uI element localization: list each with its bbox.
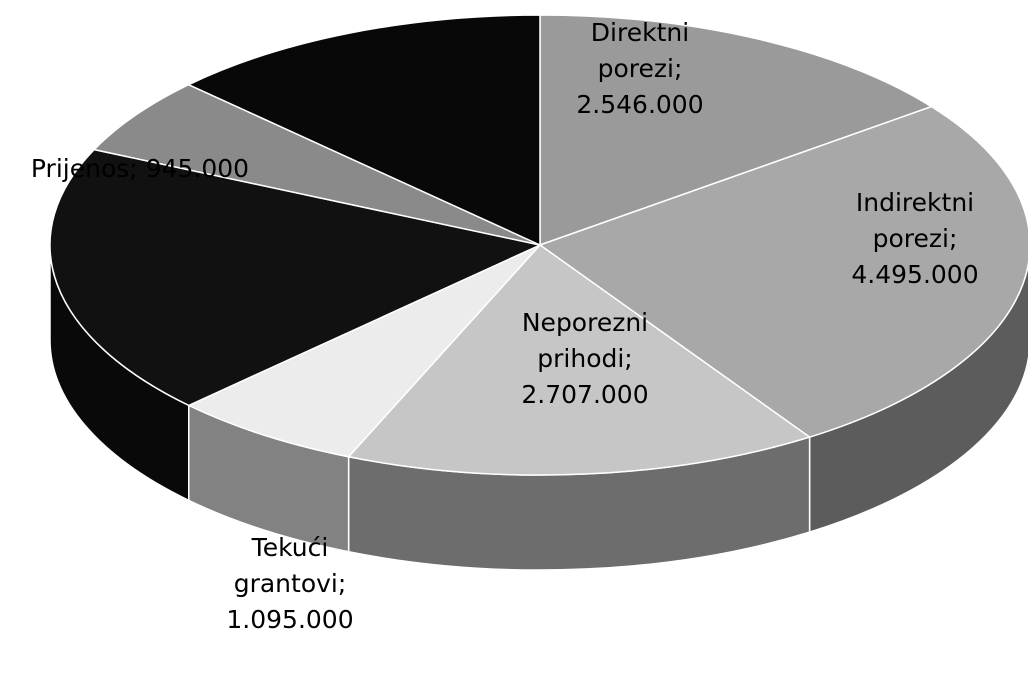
- slice: [538, 105, 1028, 438]
- slice: [187, 244, 541, 458]
- slice: [186, 14, 541, 247]
- value-label: 1.095.000: [226, 605, 353, 634]
- value-label: 4.495.000: [851, 260, 978, 289]
- label-line: Direktni: [591, 18, 689, 47]
- label-line: prihodi;: [537, 344, 632, 373]
- label-line: grantovi;: [234, 569, 347, 598]
- label-line: Tekući: [251, 533, 329, 562]
- data-label: Prijenos; 945.000: [31, 154, 249, 183]
- category-label: Indirektni porezi;: [856, 188, 974, 253]
- category-label: Direktni porezi;: [591, 18, 689, 83]
- category-label: Neporezni prihodi;: [522, 308, 648, 373]
- value-label: 2.546.000: [576, 90, 703, 119]
- slice: [539, 14, 934, 247]
- value-label: 945.000: [146, 154, 249, 183]
- data-label: Direktni porezi; 2.546.000: [576, 18, 703, 119]
- data-label: Indirektni porezi; 4.495.000: [851, 188, 978, 289]
- label-line: Neporezni: [522, 308, 648, 337]
- category-label: Tekući grantovi;: [234, 533, 347, 598]
- label-line: porezi;: [873, 224, 958, 253]
- value-label: 2.707.000: [521, 380, 648, 409]
- label-line: porezi;: [598, 54, 683, 83]
- slice: [347, 244, 812, 476]
- slice: [49, 148, 543, 407]
- label-line: Indirektni: [856, 188, 974, 217]
- slice: [92, 83, 541, 246]
- data-label: Neporezni prihodi; 2.707.000: [521, 308, 648, 409]
- data-label: Tekući grantovi; 1.095.000: [226, 533, 353, 634]
- category-label: Prijenos;: [31, 154, 138, 183]
